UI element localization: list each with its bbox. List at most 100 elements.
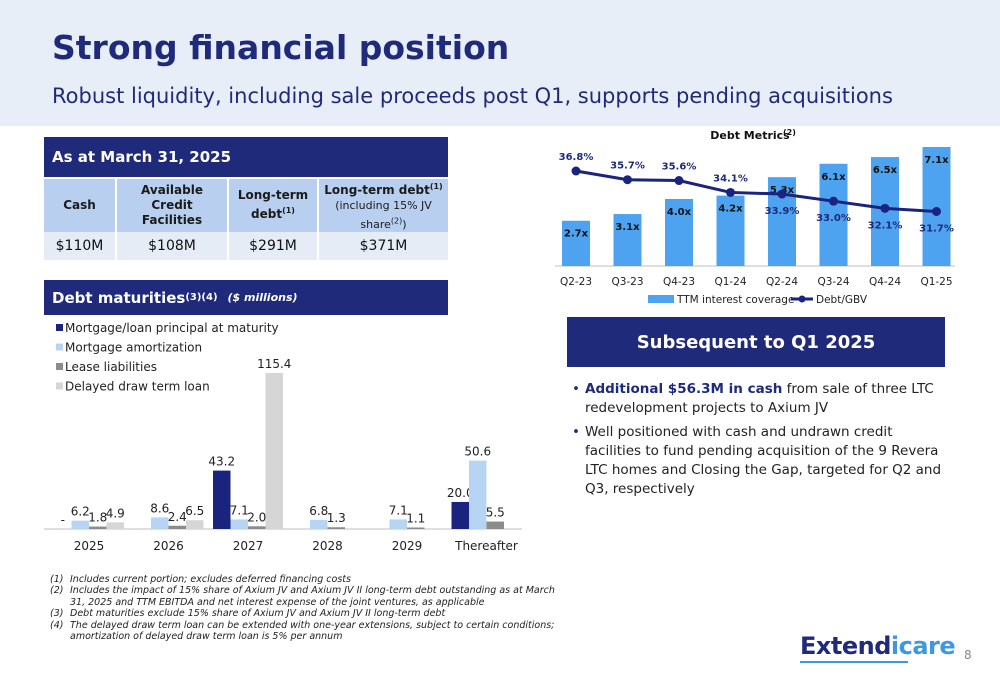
col-ltd-jv-label: Long-term debt [324, 183, 430, 197]
category-label: Q3-24 [817, 276, 849, 288]
data-label: 1.3 [327, 511, 346, 525]
data-label: 7.1 [389, 503, 408, 517]
category-label: 2026 [153, 539, 184, 553]
category-label: Q2-23 [560, 276, 592, 288]
bar [89, 526, 107, 529]
debt-gbv-label: 34.1% [713, 173, 748, 184]
bullet-cash-bold: Additional $56.3M in cash [585, 381, 783, 397]
debt-metrics-chart: Debt Metrics(2) 2.7x Q2-23 3.1x Q3-23 4.0x Q4-… [555, 128, 955, 306]
col-cash-label: Cash [63, 197, 96, 212]
col-ltd-label: Long-term debt [237, 188, 309, 222]
coverage-label: 3.1x [615, 222, 640, 233]
debt-gbv-label: 35.7% [610, 161, 645, 172]
data-label: 6.8 [309, 504, 328, 518]
position-heading-text: As at March 31, 2025 [52, 148, 232, 166]
coverage-bar [922, 147, 951, 266]
col-ltd-jv-sup: (1) [429, 182, 443, 191]
legend-swatch [56, 324, 63, 331]
col-ltd-jv: Long-term debt(1) (including 15% JV share… [318, 179, 448, 232]
bar [469, 460, 487, 529]
category-label: Thereafter [454, 539, 518, 553]
legend-label: Lease liabilities [65, 360, 157, 374]
legend-label: Delayed draw term loan [65, 380, 210, 394]
col-cash: Cash [44, 179, 117, 232]
maturities-heading: Debt maturities (3)(4) ($ millions) [44, 280, 448, 315]
coverage-bar [562, 220, 590, 266]
debt-gbv-point [674, 176, 684, 186]
data-label: 20.0 [447, 486, 474, 500]
debt-gbv-point [623, 175, 632, 185]
footnote-num: (2) [50, 585, 64, 597]
legend-label: TTM interest coverage [676, 294, 794, 306]
subsequent-heading: Subsequent to Q1 2025 [567, 317, 945, 367]
bar [230, 519, 248, 529]
debt-gbv-point [777, 189, 787, 199]
legend-label: Mortgage/loan principal at maturity [65, 321, 279, 335]
category-label: Q3-23 [611, 276, 643, 288]
category-label: Q4-24 [869, 276, 901, 288]
logo-part2: icare [890, 632, 956, 660]
position-header-row: Cash Available Credit Facilities Long-te… [44, 179, 448, 232]
bar [389, 519, 407, 529]
coverage-label: 4.0x [667, 207, 692, 218]
page-number: 8 [964, 648, 972, 662]
bar [213, 470, 231, 529]
bar [168, 525, 186, 529]
debt-gbv-label: 35.6% [662, 162, 697, 173]
footnote-num: (4) [50, 619, 64, 631]
logo-underline [800, 661, 908, 663]
footnote-text: The delayed draw term loan can be extend… [70, 619, 555, 643]
bar [310, 519, 328, 529]
footnote: (1) Includes current portion; excludes de… [50, 574, 570, 585]
debt-maturities-chart: Mortgage/loan principal at maturity Mortg… [44, 321, 522, 553]
bar [248, 526, 266, 529]
data-label: 115.4 [257, 357, 291, 371]
data-label: 2.4 [168, 510, 187, 524]
coverage-label: 7.1x [924, 155, 949, 166]
data-label: 7.1 [230, 503, 249, 517]
footnote-num: (1) [50, 574, 64, 585]
col-ltd-jv-note-text: (including 15% JV share [335, 199, 432, 231]
legend-swatch [56, 343, 63, 351]
legend-marker [798, 295, 806, 303]
coverage-label: 6.1x [821, 172, 846, 183]
footnote-text: Includes the impact of 15% share of Axiu… [70, 585, 555, 608]
data-label: 1.1 [406, 512, 425, 526]
coverage-bar [665, 198, 693, 266]
col-credit: Available Credit Facilities [116, 179, 229, 232]
debt-gbv-label: 32.1% [868, 220, 903, 231]
header-band [0, 0, 1000, 126]
category-label: 2025 [74, 539, 105, 553]
value-cash: $110M [44, 231, 117, 260]
chart-title-sup: (2) [783, 128, 796, 137]
footnote: (2) Includes the impact of 15% share of A… [50, 585, 570, 608]
data-label: 8.6 [150, 501, 169, 515]
debt-gbv-point [726, 187, 735, 197]
legend-swatch [648, 295, 674, 303]
legend-label: Debt/GBV [816, 294, 868, 306]
coverage-bar [819, 163, 848, 266]
debt-gbv-point [571, 166, 581, 176]
value-ltd-jv: $371M [318, 231, 448, 260]
bullet-position-text: Well positioned with cash and undrawn cr… [585, 424, 942, 497]
debt-gbv-label: 33.0% [816, 213, 851, 224]
bullet-position: Well positioned with cash and undrawn cr… [572, 423, 952, 499]
bar [186, 520, 204, 529]
debt-gbv-label: 36.8% [559, 152, 594, 163]
footnotes: (1) Includes current portion; excludes de… [50, 574, 570, 642]
bar [71, 520, 89, 529]
bar [327, 527, 345, 529]
maturities-heading-sup: (3)(4) [185, 292, 218, 303]
legend-swatch [56, 382, 63, 390]
value-ltd: $291M [228, 231, 319, 260]
bar [106, 522, 124, 529]
col-ltd-sup: (1) [282, 206, 295, 216]
data-label: - [61, 513, 65, 527]
debt-gbv-point [932, 207, 941, 216]
data-label: 6.2 [71, 505, 90, 519]
logo-part1: Extend [800, 632, 891, 660]
category-label: 2028 [312, 539, 343, 553]
col-credit-label: Available Credit Facilities [141, 182, 203, 227]
bar [486, 521, 504, 529]
category-label: 2027 [233, 539, 264, 553]
